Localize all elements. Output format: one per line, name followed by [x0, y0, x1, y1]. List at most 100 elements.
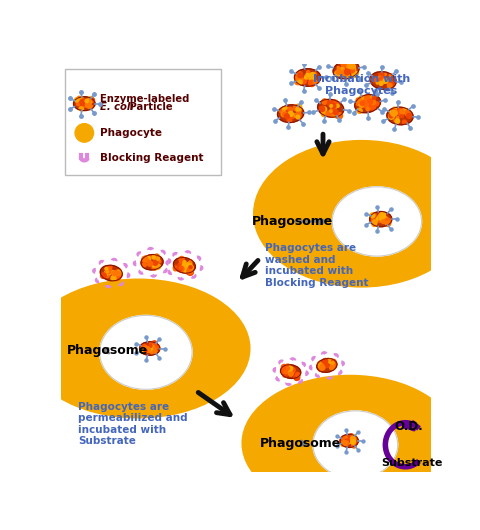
Circle shape: [325, 363, 328, 365]
Circle shape: [389, 82, 395, 88]
Circle shape: [336, 69, 341, 74]
Circle shape: [152, 341, 157, 346]
Circle shape: [88, 105, 93, 110]
Circle shape: [294, 113, 298, 117]
Text: Particle: Particle: [126, 102, 172, 112]
Circle shape: [345, 69, 350, 75]
Circle shape: [286, 367, 289, 370]
Circle shape: [386, 220, 391, 225]
Circle shape: [112, 271, 117, 276]
Circle shape: [390, 81, 393, 84]
Circle shape: [84, 103, 87, 107]
Circle shape: [332, 360, 334, 362]
Circle shape: [329, 365, 335, 370]
Circle shape: [288, 108, 292, 111]
Circle shape: [155, 254, 160, 260]
Circle shape: [148, 255, 152, 259]
Ellipse shape: [318, 99, 344, 117]
Circle shape: [333, 110, 338, 115]
Circle shape: [379, 77, 384, 82]
Circle shape: [353, 439, 358, 444]
Circle shape: [90, 98, 94, 102]
Circle shape: [144, 348, 149, 352]
Circle shape: [372, 77, 376, 82]
Ellipse shape: [387, 107, 413, 125]
Ellipse shape: [140, 342, 160, 355]
Circle shape: [333, 365, 335, 367]
Circle shape: [173, 265, 178, 270]
Circle shape: [336, 103, 338, 105]
Ellipse shape: [333, 61, 359, 79]
Circle shape: [351, 439, 356, 444]
Circle shape: [384, 78, 387, 82]
Circle shape: [286, 364, 290, 369]
Circle shape: [330, 104, 335, 109]
Circle shape: [382, 220, 385, 224]
Circle shape: [405, 110, 411, 116]
Circle shape: [330, 110, 333, 113]
Circle shape: [76, 102, 80, 105]
Circle shape: [296, 108, 299, 111]
Circle shape: [153, 256, 156, 260]
Circle shape: [344, 74, 347, 77]
Circle shape: [296, 75, 301, 80]
Circle shape: [144, 349, 147, 352]
Circle shape: [75, 123, 94, 142]
Circle shape: [308, 75, 312, 79]
Circle shape: [142, 345, 146, 349]
Circle shape: [387, 83, 392, 88]
Circle shape: [288, 368, 294, 374]
Circle shape: [346, 439, 350, 444]
Circle shape: [295, 104, 302, 111]
Circle shape: [109, 272, 111, 275]
Circle shape: [306, 73, 310, 77]
Circle shape: [350, 436, 356, 441]
Circle shape: [283, 112, 287, 117]
Circle shape: [402, 120, 407, 124]
Circle shape: [377, 80, 381, 82]
Circle shape: [372, 220, 377, 225]
Circle shape: [394, 119, 396, 122]
Ellipse shape: [355, 94, 381, 113]
Circle shape: [361, 100, 367, 105]
Circle shape: [332, 107, 336, 111]
Circle shape: [282, 370, 284, 373]
Circle shape: [376, 216, 381, 221]
Circle shape: [116, 271, 120, 276]
Circle shape: [178, 265, 183, 270]
Circle shape: [79, 107, 84, 111]
Circle shape: [378, 79, 382, 83]
Circle shape: [393, 107, 396, 111]
Circle shape: [297, 72, 302, 77]
Circle shape: [187, 262, 192, 267]
Circle shape: [117, 270, 121, 275]
Circle shape: [385, 221, 391, 226]
Circle shape: [297, 109, 301, 113]
Circle shape: [372, 95, 376, 99]
Ellipse shape: [141, 254, 163, 270]
Circle shape: [149, 348, 154, 353]
Circle shape: [286, 110, 290, 114]
Circle shape: [328, 111, 331, 114]
Circle shape: [331, 112, 336, 117]
Circle shape: [83, 102, 87, 106]
Circle shape: [368, 99, 372, 104]
Circle shape: [285, 366, 287, 368]
Circle shape: [381, 75, 384, 77]
Circle shape: [182, 263, 188, 268]
Circle shape: [106, 267, 112, 273]
Circle shape: [298, 80, 302, 85]
Circle shape: [305, 74, 311, 79]
Circle shape: [80, 99, 87, 105]
Circle shape: [378, 76, 383, 81]
Circle shape: [318, 362, 321, 365]
Circle shape: [150, 349, 155, 354]
Circle shape: [105, 267, 110, 272]
Circle shape: [352, 435, 356, 439]
Circle shape: [350, 64, 355, 69]
Circle shape: [286, 365, 290, 369]
Circle shape: [347, 435, 350, 439]
Circle shape: [281, 365, 287, 370]
Circle shape: [80, 98, 84, 101]
Circle shape: [386, 219, 389, 222]
